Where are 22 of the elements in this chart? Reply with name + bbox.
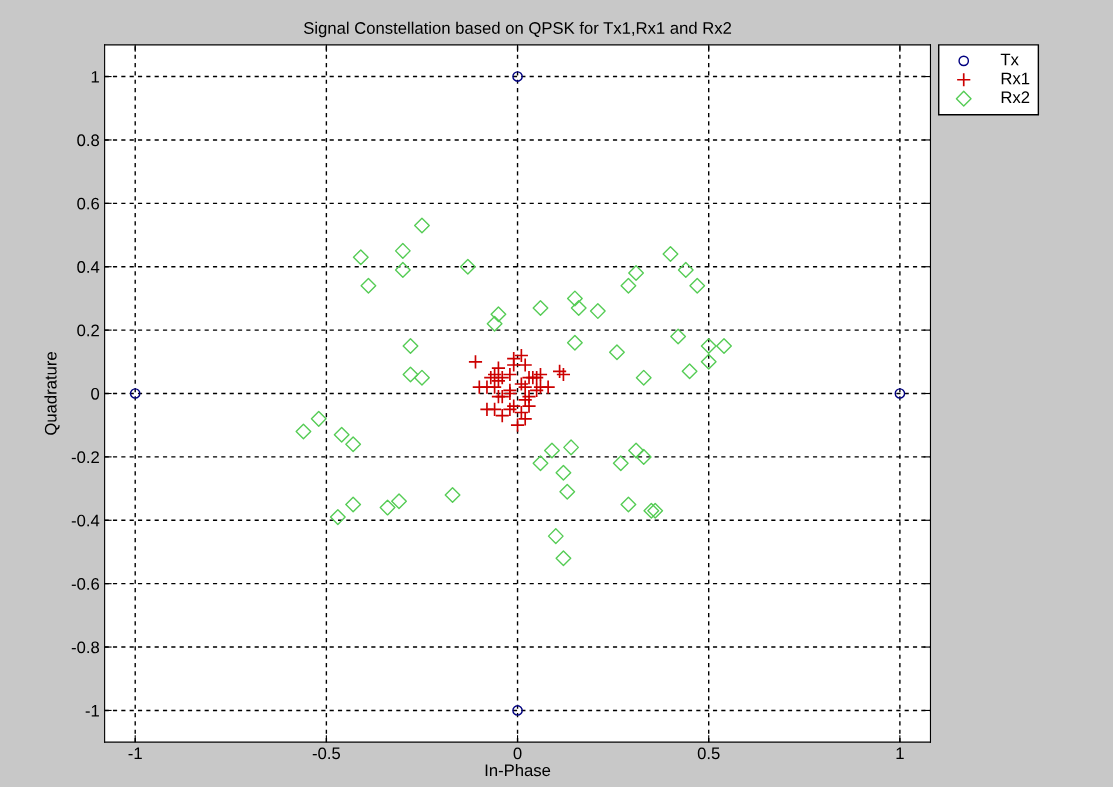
y-tick-label: -0.6 xyxy=(71,578,100,590)
x-tick-label: 0 xyxy=(513,747,522,760)
y-tick-label: 0 xyxy=(91,387,100,400)
y-tick-label: -0.4 xyxy=(71,514,100,527)
y-tick-label: -0.2 xyxy=(71,451,99,464)
x-axis-title: In-Phase xyxy=(485,763,551,777)
x-tick-label: -1 xyxy=(128,747,142,760)
chart-title: Signal Constellation based on QPSK for Tx1,Rx1 and Rx2 xyxy=(303,21,732,38)
y-tick-label: 0.2 xyxy=(77,324,99,337)
y-tick-label: 0.6 xyxy=(77,197,100,210)
x-tick-label: 1 xyxy=(896,747,904,760)
y-tick-label: 0.4 xyxy=(77,261,100,273)
y-axis-title: Quadrature xyxy=(44,352,60,435)
y-tick-label: -1 xyxy=(85,705,99,717)
x-tick-label: -0.5 xyxy=(312,747,341,760)
y-tick-label: 0.8 xyxy=(77,134,100,147)
x-tick-label: 0.5 xyxy=(697,747,720,760)
legend-label: Tx xyxy=(1000,53,1019,66)
legend-label: Rx2 xyxy=(1001,91,1030,104)
legend-label: Rx1 xyxy=(1001,72,1030,85)
y-tick-label: -0.8 xyxy=(71,641,100,654)
y-tick-label: 1 xyxy=(91,71,99,83)
